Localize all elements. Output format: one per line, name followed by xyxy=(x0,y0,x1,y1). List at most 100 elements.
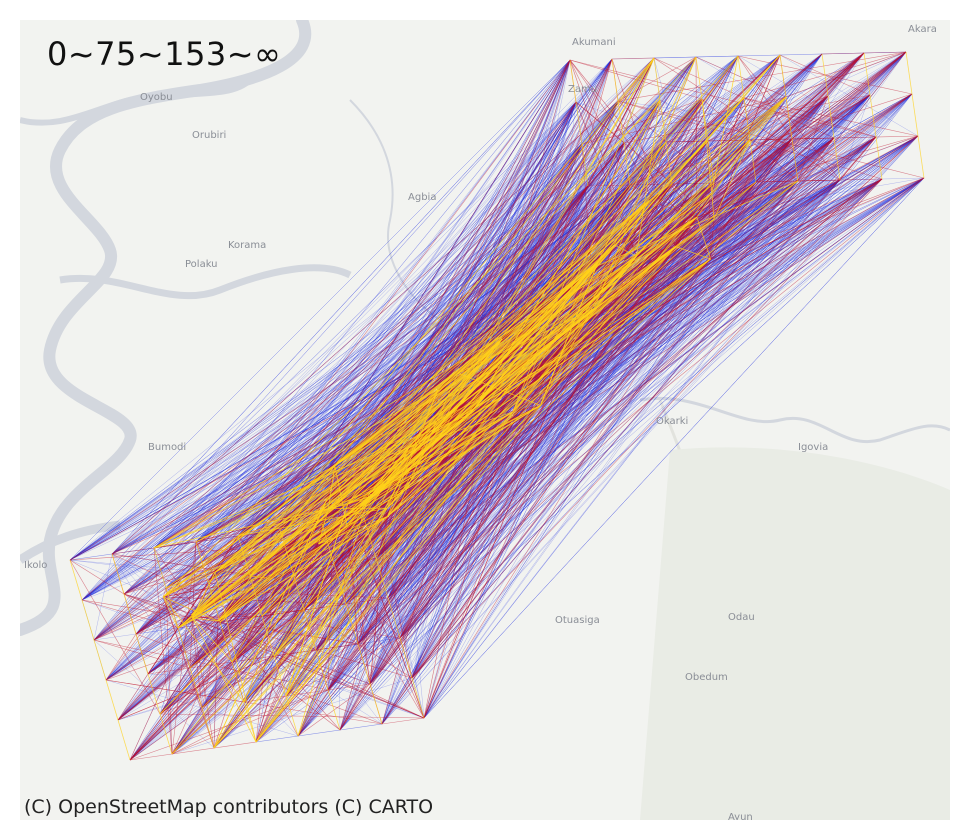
flow-line xyxy=(411,135,919,679)
flow-line xyxy=(755,178,883,183)
flow-line xyxy=(217,516,388,622)
flow-line xyxy=(195,101,577,543)
flow-line xyxy=(279,143,583,531)
place-label-akara: Akara xyxy=(908,24,937,35)
flow-line xyxy=(69,96,787,561)
flow-line xyxy=(279,56,697,531)
flow-line xyxy=(357,643,371,685)
flow-line xyxy=(207,54,781,583)
flow-line xyxy=(243,499,327,703)
flow-line xyxy=(273,59,571,657)
place-label-orubiri: Orubiri xyxy=(192,130,226,141)
flow-line xyxy=(81,184,631,601)
flow-line xyxy=(387,181,757,517)
flow-line xyxy=(201,59,571,709)
flow-line xyxy=(214,411,513,573)
flow-line xyxy=(423,52,865,719)
flow-line xyxy=(399,136,877,639)
flow-line xyxy=(153,99,661,549)
flow-line xyxy=(111,59,571,555)
flow-line xyxy=(423,55,739,719)
flow-line xyxy=(373,255,637,496)
flow-line xyxy=(327,178,883,691)
place-label-polaku: Polaku xyxy=(185,259,218,270)
flow-line xyxy=(171,101,577,755)
flow-line xyxy=(653,56,697,59)
place-label-ikolo: Ikolo xyxy=(24,560,47,571)
flow-line xyxy=(791,138,799,182)
flow-line xyxy=(469,54,781,415)
flow-line xyxy=(177,411,513,629)
flow-line xyxy=(357,137,835,645)
flow-line xyxy=(334,142,625,466)
flow-line xyxy=(243,177,925,703)
flow-line xyxy=(81,59,571,601)
flow-line xyxy=(171,405,541,755)
flow-line xyxy=(243,95,829,703)
flow-line xyxy=(369,177,925,685)
flow-line xyxy=(303,609,317,651)
flow-line xyxy=(711,193,715,220)
flow-line xyxy=(653,57,661,101)
flow-line xyxy=(81,97,745,601)
flow-line xyxy=(195,389,439,543)
flow-line xyxy=(373,258,711,496)
flow-line xyxy=(357,597,389,645)
flow-line xyxy=(373,54,781,496)
flow-line xyxy=(153,389,439,549)
flow-line xyxy=(375,414,470,559)
flow-line xyxy=(423,177,925,719)
flow-line xyxy=(327,178,883,691)
flow-line xyxy=(297,180,799,737)
flow-line xyxy=(105,633,137,681)
flow-line xyxy=(328,465,336,509)
flow-line xyxy=(201,258,711,709)
flow-line xyxy=(162,99,661,598)
flow-line xyxy=(575,101,583,145)
flow-line xyxy=(243,701,257,743)
flow-line xyxy=(153,503,348,549)
flow-line xyxy=(192,617,233,663)
flow-line xyxy=(207,266,595,583)
flow-line xyxy=(162,266,595,598)
flow-line xyxy=(423,136,877,719)
flow-line xyxy=(387,137,835,599)
flow-line xyxy=(665,141,673,185)
flow-line xyxy=(69,93,913,561)
flow-line xyxy=(163,53,823,598)
flow-line xyxy=(613,141,667,245)
flow-line xyxy=(165,587,219,622)
flow-line xyxy=(399,178,883,639)
flow-line xyxy=(297,180,799,737)
flow-line xyxy=(153,52,865,549)
flow-line xyxy=(540,356,561,406)
flow-line xyxy=(237,58,613,537)
flow-line xyxy=(297,138,793,737)
flow-line xyxy=(177,338,503,629)
flow-line xyxy=(81,141,667,601)
flow-line xyxy=(201,707,215,749)
flow-line xyxy=(214,572,257,743)
flow-line xyxy=(707,140,715,184)
flow-line xyxy=(165,587,179,629)
flow-line xyxy=(255,216,698,743)
flow-line xyxy=(424,96,787,431)
flow-line xyxy=(863,52,871,96)
flow-line xyxy=(345,603,359,645)
flow-line xyxy=(111,553,164,598)
flow-line xyxy=(268,493,370,579)
flow-line xyxy=(423,55,739,719)
flow-line xyxy=(326,338,503,501)
flow-line xyxy=(195,143,583,543)
flow-line xyxy=(153,101,577,549)
map-canvas[interactable]: Akara Akumani Oyobu Orubiri Agbia Korama… xyxy=(20,20,950,820)
flow-line xyxy=(411,178,883,679)
flow-line xyxy=(581,98,703,145)
flow-line xyxy=(105,679,119,721)
flow-line xyxy=(333,563,347,605)
flow-line xyxy=(195,541,209,583)
flow-line xyxy=(285,183,673,697)
flow-line xyxy=(255,177,925,743)
flow-line xyxy=(315,93,913,651)
flow-line xyxy=(123,185,589,595)
